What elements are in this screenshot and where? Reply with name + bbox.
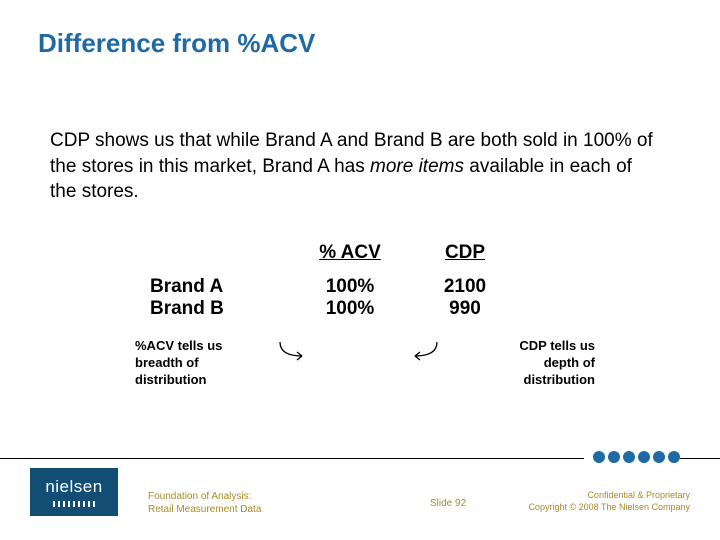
callout-right-l3: distribution bbox=[524, 372, 596, 387]
callout-left: %ACV tells us breadth of distribution bbox=[135, 338, 295, 389]
footer-left-l2: Retail Measurement Data bbox=[148, 504, 261, 515]
footer-slide-number: Slide 92 bbox=[430, 498, 466, 509]
table-header-cdp: CDP bbox=[410, 242, 520, 264]
row-label: Brand B bbox=[150, 298, 290, 320]
callout-right: CDP tells us depth of distribution bbox=[425, 338, 595, 389]
callout-right-l1: CDP tells us bbox=[519, 338, 595, 353]
logo-ticks-icon bbox=[53, 501, 95, 507]
callouts-container: %ACV tells us breadth of distribution CD… bbox=[135, 338, 595, 389]
dot-icon bbox=[668, 451, 680, 463]
footer-right: Confidential & Proprietary Copyright © 2… bbox=[528, 490, 690, 513]
callout-left-l3: distribution bbox=[135, 372, 207, 387]
decorative-dots bbox=[584, 451, 680, 463]
body-italic: more items bbox=[370, 156, 464, 177]
dot-icon bbox=[653, 451, 665, 463]
table-row: Brand B 100% 990 bbox=[150, 298, 550, 320]
row-cdp: 990 bbox=[410, 298, 520, 320]
callout-left-l1: %ACV tells us bbox=[135, 338, 222, 353]
data-table: % ACV CDP Brand A 100% 2100 Brand B 100%… bbox=[150, 242, 550, 320]
nielsen-logo: nielsen bbox=[30, 468, 118, 516]
dot-icon bbox=[638, 451, 650, 463]
callout-left-l2: breadth of bbox=[135, 355, 199, 370]
footer-right-l1: Confidential & Proprietary bbox=[587, 490, 690, 500]
footer-left-l1: Foundation of Analysis: bbox=[148, 491, 251, 502]
slide-title: Difference from %ACV bbox=[38, 28, 315, 59]
footer-left: Foundation of Analysis: Retail Measureme… bbox=[148, 490, 261, 516]
table-header-blank bbox=[150, 242, 290, 264]
dot-icon bbox=[593, 451, 605, 463]
table-header-row: % ACV CDP bbox=[150, 242, 550, 264]
table-row: Brand A 100% 2100 bbox=[150, 276, 550, 298]
row-acv: 100% bbox=[290, 276, 410, 298]
row-acv: 100% bbox=[290, 298, 410, 320]
row-label: Brand A bbox=[150, 276, 290, 298]
footer-right-l2: Copyright © 2008 The Nielsen Company bbox=[528, 502, 690, 512]
row-cdp: 2100 bbox=[410, 276, 520, 298]
dot-icon bbox=[623, 451, 635, 463]
curved-arrow-left-icon bbox=[278, 340, 312, 362]
logo-text: nielsen bbox=[45, 477, 102, 497]
dot-icon bbox=[608, 451, 620, 463]
table-header-acv: % ACV bbox=[290, 242, 410, 264]
curved-arrow-right-icon bbox=[405, 340, 439, 362]
body-paragraph: CDP shows us that while Brand A and Bran… bbox=[50, 128, 660, 205]
callout-right-l2: depth of bbox=[544, 355, 595, 370]
